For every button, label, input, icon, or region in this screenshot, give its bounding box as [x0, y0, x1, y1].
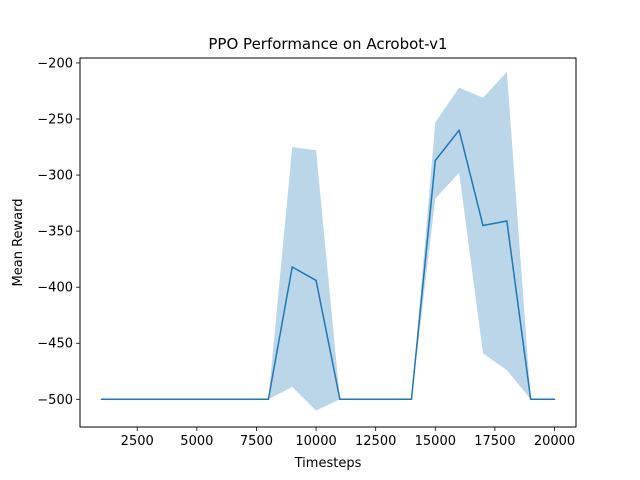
x-tick-label: 15000	[415, 434, 456, 449]
y-tick-label: −500	[37, 393, 73, 408]
x-tick-label: 2500	[121, 434, 154, 449]
data-point	[267, 398, 270, 401]
data-point	[315, 279, 317, 282]
data-point	[148, 398, 150, 401]
x-tick-label: 12500	[355, 434, 396, 449]
data-point	[410, 398, 413, 401]
data-point	[219, 398, 222, 401]
data-point	[196, 398, 198, 401]
data-point	[172, 398, 174, 401]
mean-reward-line	[101, 129, 555, 401]
x-tick-label: 7500	[240, 434, 273, 449]
y-tick-label: −200	[37, 56, 73, 71]
data-point	[506, 220, 508, 222]
y-tick-label: −450	[37, 337, 73, 352]
data-point	[339, 398, 341, 401]
axes-frame	[79, 57, 577, 428]
y-tick-label: −300	[37, 169, 73, 184]
plot-area	[100, 71, 556, 411]
confidence-band	[101, 71, 555, 411]
x-tick-label: 20000	[534, 434, 575, 449]
data-point	[434, 159, 437, 162]
data-point	[553, 398, 556, 401]
y-tick-label: −400	[37, 281, 73, 296]
data-point	[529, 398, 532, 401]
x-tick-label: 5000	[180, 434, 213, 449]
y-axis-label: Mean Reward	[11, 199, 26, 287]
chart-title: PPO Performance on Acrobot-v1	[208, 35, 447, 53]
data-point	[386, 398, 389, 401]
x-axis-label: Timesteps	[294, 456, 362, 471]
data-point	[100, 398, 103, 401]
data-point	[124, 398, 127, 401]
data-point	[482, 224, 484, 227]
x-tick-label: 10000	[295, 434, 336, 449]
data-point	[458, 129, 460, 131]
y-tick-label: −350	[37, 225, 73, 240]
axis-ticks: 2500 5000 7500 10000 12500 15000 17500 20000 −50…	[37, 56, 575, 449]
data-point	[291, 266, 293, 268]
data-point	[363, 398, 365, 401]
data-point	[243, 398, 246, 401]
x-tick-label: 17500	[474, 434, 515, 449]
y-tick-label: −250	[37, 112, 73, 127]
